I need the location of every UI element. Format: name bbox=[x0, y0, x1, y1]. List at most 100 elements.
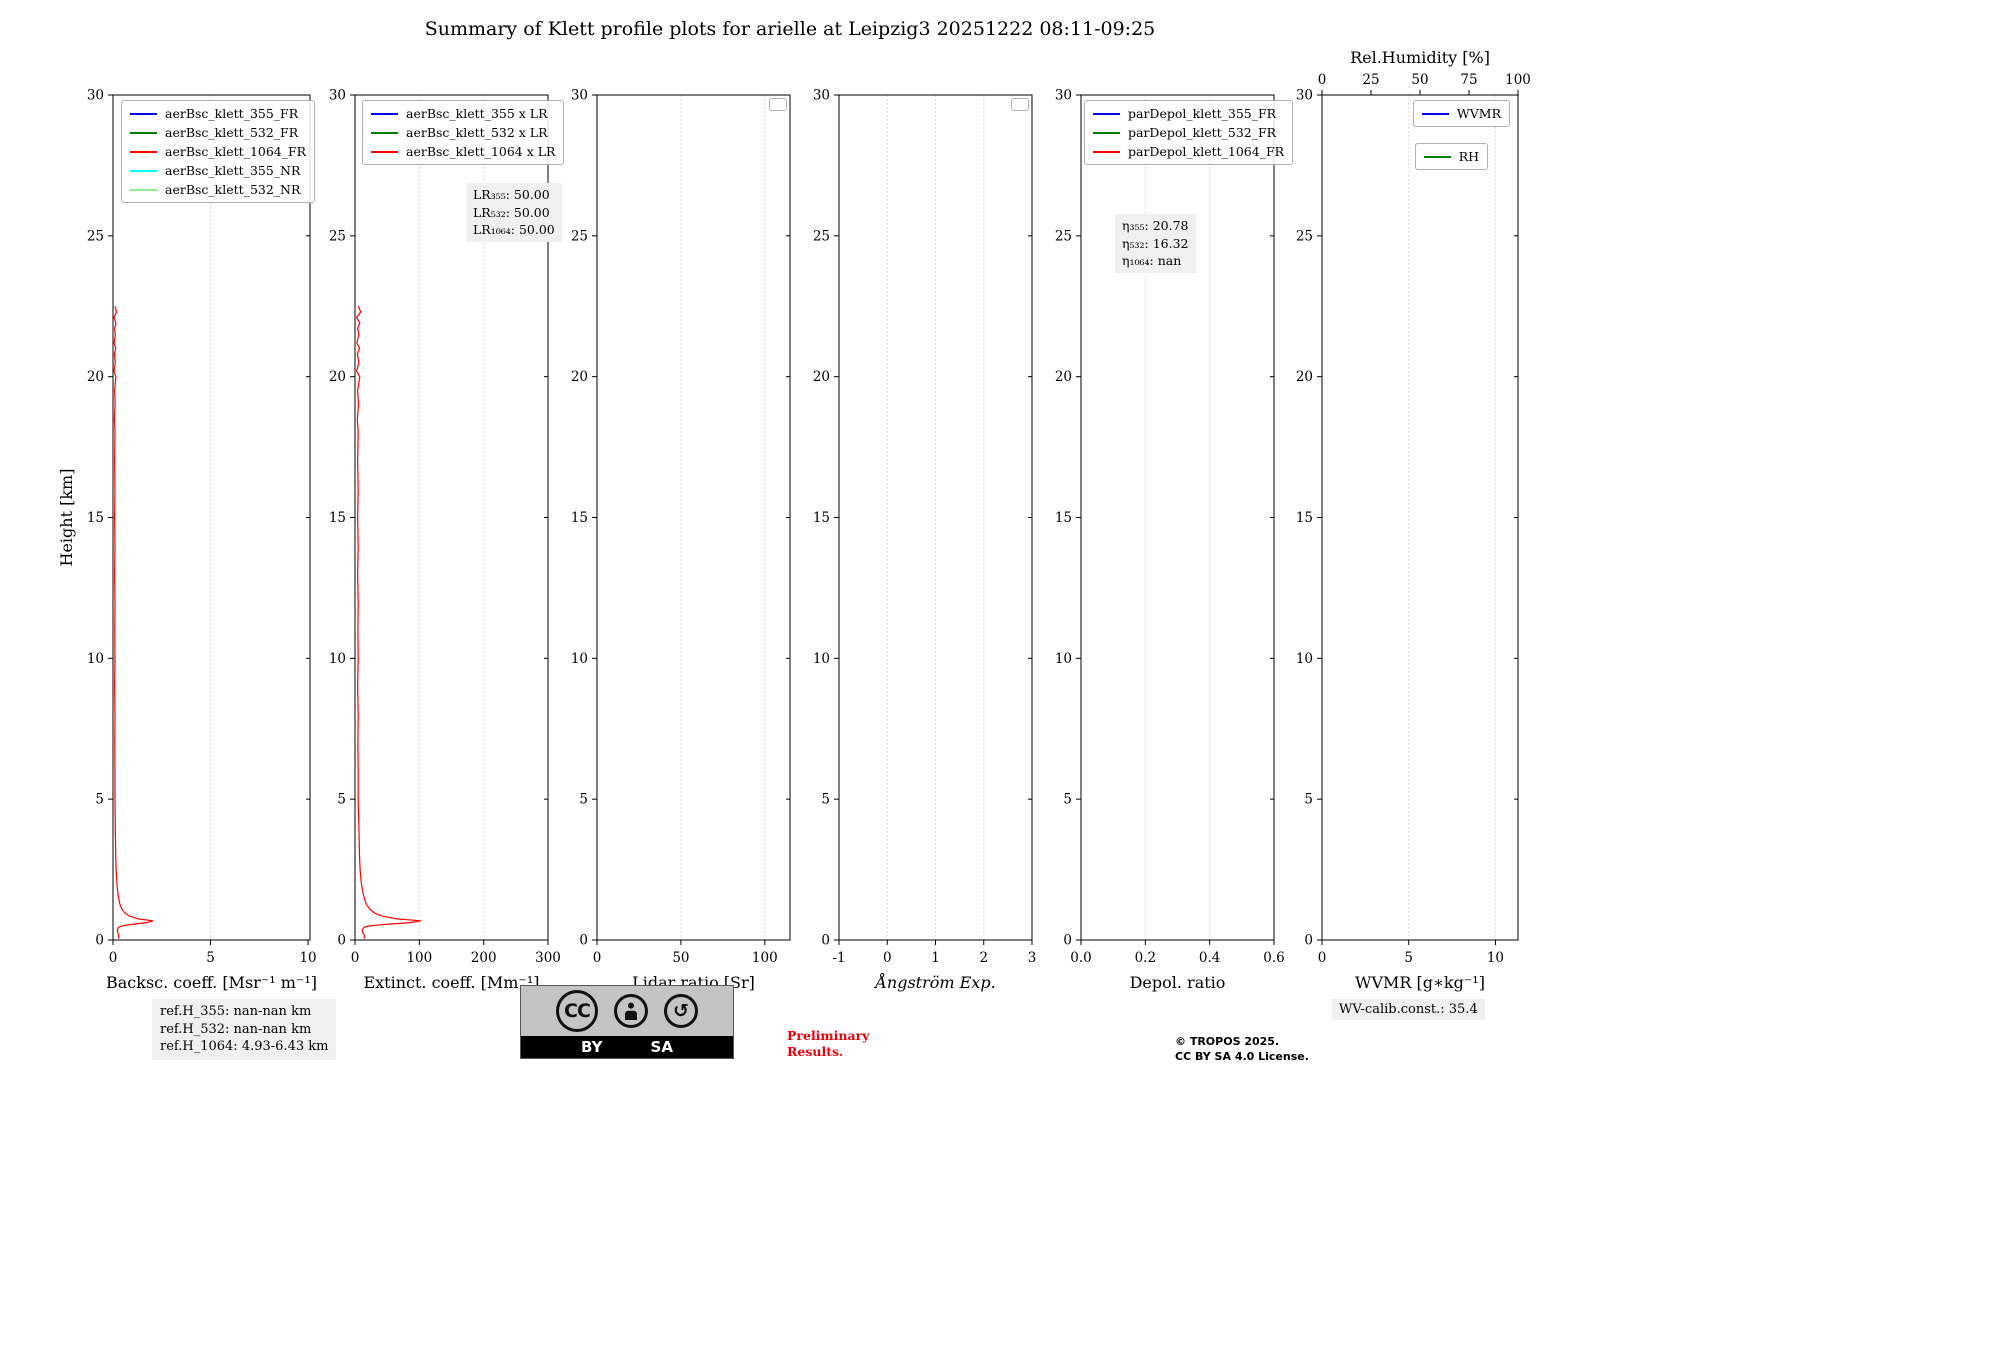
y-tick-label: 15 bbox=[87, 510, 104, 526]
copyright-line1: © TROPOS 2025. bbox=[1175, 1035, 1280, 1048]
wv-calib-annotation: WV-calib.const.: 35.4 bbox=[1332, 999, 1485, 1020]
series-aerBsc_klett_1064 x LR bbox=[355, 306, 422, 939]
y-tick-label: 20 bbox=[329, 369, 346, 385]
y-tick-label: 15 bbox=[571, 510, 588, 526]
x-tick-label: 0 bbox=[1318, 950, 1327, 966]
ref-h-1064-text: ref.H_1064: 4.93-6.43 km bbox=[160, 1039, 329, 1055]
y-tick-label: 5 bbox=[579, 792, 588, 808]
reference-height-annotation: ref.H_355: nan-nan km ref.H_532: nan-nan… bbox=[152, 999, 337, 1060]
x-tick-label: 0 bbox=[109, 950, 118, 966]
y-tick-label: 5 bbox=[1063, 792, 1072, 808]
y-tick-label: 15 bbox=[813, 510, 830, 526]
top-tick-label: 75 bbox=[1460, 72, 1477, 88]
x-tick-label: 0.2 bbox=[1135, 950, 1156, 966]
y-tick-label: 30 bbox=[571, 88, 588, 104]
top-tick-label: 100 bbox=[1505, 72, 1531, 88]
y-tick-label: 0 bbox=[95, 933, 104, 949]
preliminary-line1: Preliminary bbox=[787, 1028, 870, 1043]
figure-title: Summary of Klett profile plots for ariel… bbox=[424, 18, 1156, 40]
preliminary-results-note: Preliminary Results. bbox=[787, 1028, 869, 1061]
attribution-person-icon bbox=[614, 994, 648, 1028]
x-tick-label: 3 bbox=[1028, 950, 1037, 966]
x-tick-label: 1 bbox=[931, 950, 940, 966]
y-tick-label: 0 bbox=[1063, 933, 1072, 949]
x-tick-label: 0 bbox=[351, 950, 360, 966]
x-tick-label: 100 bbox=[406, 950, 432, 966]
y-tick-label: 0 bbox=[579, 933, 588, 949]
y-tick-label: 25 bbox=[87, 228, 104, 244]
cc-badge-labels: BY SA bbox=[521, 1036, 733, 1058]
x-tick-label: 0.0 bbox=[1070, 950, 1091, 966]
x-tick-label: -1 bbox=[832, 950, 845, 966]
y-tick-label: 30 bbox=[813, 88, 830, 104]
x-tick-label: 2 bbox=[979, 950, 988, 966]
x-tick-label: 5 bbox=[206, 950, 215, 966]
y-tick-label: 20 bbox=[571, 369, 588, 385]
y-tick-label: 30 bbox=[87, 88, 104, 104]
y-tick-label: 10 bbox=[1296, 651, 1313, 667]
axes-frame bbox=[596, 94, 791, 941]
x-axis-label: Depol. ratio bbox=[1130, 973, 1226, 992]
x-axis-label: Backsc. coeff. [Msr⁻¹ m⁻¹] bbox=[106, 973, 317, 992]
cc-badge-icons: CC ↺ bbox=[521, 986, 733, 1036]
top-tick-label: 0 bbox=[1318, 72, 1327, 88]
copyright-note: © TROPOS 2025. CC BY SA 4.0 License. bbox=[1175, 1034, 1309, 1065]
x-axis-label: Ångström Exp. bbox=[873, 972, 995, 992]
axes-frame bbox=[112, 94, 311, 941]
y-tick-label: 30 bbox=[1055, 88, 1072, 104]
x-tick-label: 200 bbox=[471, 950, 497, 966]
chart-panel-0: 0 5 10 0 5 10 15 20 25 30 Backsc. coeff. [Msr⁻¹ m⁻… bbox=[57, 88, 317, 993]
y-tick-label: 25 bbox=[813, 228, 830, 244]
x-tick-label: 50 bbox=[672, 950, 689, 966]
chart-panel-4: 0.0 0.2 0.4 0.6 0 5 10 15 20 25 30 Depol. ratio bbox=[1055, 88, 1285, 993]
x-tick-label: 300 bbox=[535, 950, 561, 966]
y-tick-label: 20 bbox=[1055, 369, 1072, 385]
cc-icon: CC bbox=[556, 990, 598, 1032]
y-tick-label: 5 bbox=[1304, 792, 1313, 808]
y-tick-label: 5 bbox=[821, 792, 830, 808]
x-tick-label: 0 bbox=[593, 950, 602, 966]
series-aerBsc_klett_1064_FR bbox=[113, 306, 154, 939]
y-tick-label: 10 bbox=[571, 651, 588, 667]
top-tick-label: 25 bbox=[1362, 72, 1379, 88]
y-tick-label: 20 bbox=[813, 369, 830, 385]
y-tick-label: 25 bbox=[329, 228, 346, 244]
cc-license-badge: CC ↺ BY SA bbox=[520, 985, 734, 1059]
ref-h-532-text: ref.H_532: nan-nan km bbox=[160, 1021, 312, 1037]
x-tick-label: 0.4 bbox=[1199, 950, 1220, 966]
y-tick-label: 25 bbox=[571, 228, 588, 244]
ref-h-355-text: ref.H_355: nan-nan km bbox=[160, 1004, 312, 1019]
y-tick-label: 0 bbox=[337, 933, 346, 949]
y-tick-label: 0 bbox=[1304, 933, 1313, 949]
y-tick-label: 10 bbox=[329, 651, 346, 667]
y-tick-label: 15 bbox=[329, 510, 346, 526]
y-tick-label: 10 bbox=[87, 651, 104, 667]
y-tick-label: 25 bbox=[1296, 228, 1313, 244]
cc-sa-label: SA bbox=[650, 1038, 673, 1056]
y-tick-label: 5 bbox=[337, 792, 346, 808]
y-tick-label: 25 bbox=[1055, 228, 1072, 244]
copyright-line2: CC BY SA 4.0 License. bbox=[1175, 1050, 1309, 1064]
share-alike-icon: ↺ bbox=[664, 994, 698, 1028]
axes-frame bbox=[1321, 94, 1519, 941]
x-tick-label: 10 bbox=[299, 950, 316, 966]
x-axis-label: WVMR [g∗kg⁻¹] bbox=[1355, 973, 1485, 992]
y-tick-label: 10 bbox=[1055, 651, 1072, 667]
top-tick-label: 50 bbox=[1411, 72, 1428, 88]
top-axis-label: Rel.Humidity [%] bbox=[1350, 48, 1490, 67]
y-tick-label: 20 bbox=[1296, 369, 1313, 385]
y-axis-label: Height [km] bbox=[57, 469, 76, 567]
y-tick-label: 15 bbox=[1296, 510, 1313, 526]
cc-by-label: BY bbox=[581, 1038, 603, 1056]
chart-panel-1: 0 100 200 300 0 5 10 15 20 25 30 Extinct. coeff. [M… bbox=[329, 88, 561, 993]
x-axis-label: Extinct. coeff. [Mm⁻¹] bbox=[363, 973, 539, 992]
y-tick-label: 0 bbox=[821, 933, 830, 949]
preliminary-line2: Results. bbox=[787, 1044, 844, 1060]
y-tick-label: 5 bbox=[95, 792, 104, 808]
y-tick-label: 10 bbox=[813, 651, 830, 667]
axes-frame bbox=[838, 94, 1033, 941]
